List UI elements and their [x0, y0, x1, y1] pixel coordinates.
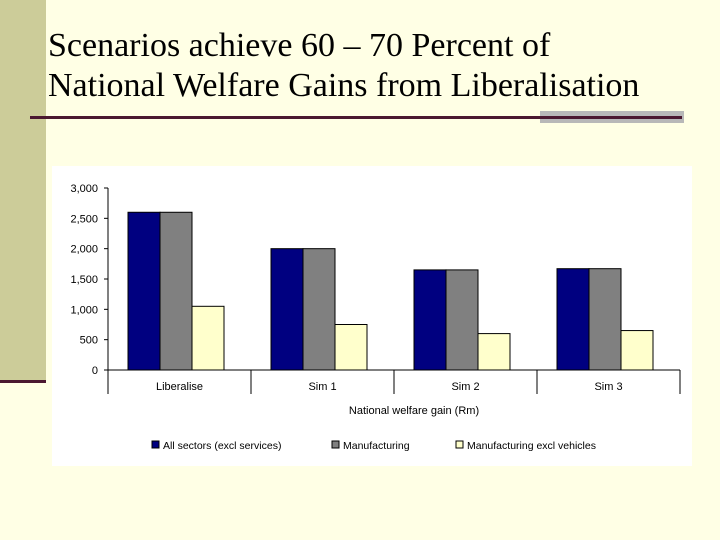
y-tick-label: 0: [92, 365, 98, 377]
x-axis-label: National welfare gain (Rm): [349, 405, 479, 417]
legend-swatch: [455, 440, 464, 449]
legend-label: Manufacturing excl vehicles: [467, 440, 596, 452]
legend-label: All sectors (excl services): [163, 440, 281, 452]
bar: [413, 269, 447, 371]
bar: [270, 248, 304, 371]
y-tick-label: 2,500: [70, 213, 98, 225]
sidebar-rule: [0, 380, 46, 383]
y-tick-label: 1,500: [70, 274, 98, 286]
y-tick-label: 3,000: [70, 183, 98, 195]
bar: [127, 211, 161, 371]
bar: [302, 248, 336, 371]
y-tick-label: 2,000: [70, 244, 98, 256]
title-rule: [30, 116, 682, 119]
sidebar-decoration: [0, 0, 46, 383]
legend-swatch: [151, 440, 160, 449]
chart-container: 0 500 1,000 1,500 2,000 2,500 3,000 Liberalise S…: [52, 166, 692, 466]
x-tick-label: Sim 2: [451, 381, 479, 393]
bar: [445, 269, 479, 371]
bar: [620, 330, 654, 371]
legend-swatch: [331, 440, 340, 449]
bar: [556, 268, 590, 371]
bar: [159, 211, 193, 371]
x-tick-label: Sim 3: [594, 381, 622, 393]
title-line-1: Scenarios achieve 60 – 70 Percent of: [48, 27, 551, 64]
bar: [334, 324, 368, 371]
slide-title: Scenarios achieve 60 – 70 Percent of Nat…: [48, 26, 708, 106]
y-tick-label: 1,000: [70, 304, 98, 316]
legend-label: Manufacturing: [343, 440, 410, 452]
bar-chart: 0 500 1,000 1,500 2,000 2,500 3,000 Liberalise S…: [70, 183, 681, 452]
x-tick-label: Sim 1: [308, 381, 336, 393]
title-line-2: National Welfare Gains from Liberalisati…: [48, 67, 640, 104]
bar: [191, 305, 225, 371]
bar: [477, 333, 511, 371]
bar: [588, 268, 622, 371]
y-tick-label: 500: [80, 335, 98, 347]
x-tick-label: Liberalise: [156, 381, 203, 393]
